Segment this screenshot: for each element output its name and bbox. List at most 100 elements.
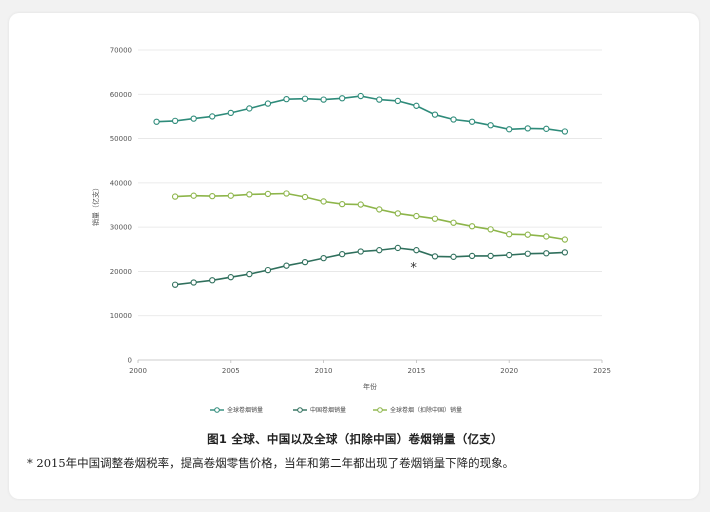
data-point (320, 254, 327, 262)
data-point (301, 95, 309, 102)
legend: 全球卷烟销量 中国卷烟销量 全球卷烟（扣除中国）销量 (210, 406, 462, 414)
data-point (487, 122, 494, 129)
data-point (190, 192, 197, 199)
y-tick-label: 0 (128, 357, 132, 365)
data-point (413, 102, 420, 109)
y-axis-label: 销量（亿支） (91, 184, 100, 226)
data-point (171, 117, 179, 125)
series-3 (171, 190, 569, 243)
data-point (543, 125, 550, 132)
data-point (431, 253, 439, 260)
data-point (227, 274, 234, 281)
data-point (357, 92, 364, 100)
data-point (376, 206, 383, 213)
footnote: * 2015年中国调整卷烟税率，提高卷烟零售价格，当年和第二年都出现了卷烟销量下… (27, 456, 515, 470)
data-point (524, 250, 531, 257)
data-point (153, 118, 160, 125)
data-point (450, 253, 457, 260)
data-point (506, 251, 513, 259)
data-point (320, 198, 327, 205)
series-line (175, 247, 565, 286)
data-point (283, 262, 290, 269)
y-tick-label: 40000 (110, 179, 132, 187)
data-point (524, 231, 531, 238)
data-point (301, 193, 309, 201)
legend-marker (377, 407, 383, 413)
data-point (468, 223, 476, 230)
series-2 (171, 244, 569, 288)
y-tick-label: 20000 (110, 268, 132, 276)
data-point (264, 100, 272, 107)
legend-entry: 全球卷烟（扣除中国）销量 (390, 406, 462, 414)
x-tick-label: 2025 (593, 367, 611, 375)
data-point (357, 201, 364, 208)
data-point (190, 279, 197, 286)
data-point (339, 251, 346, 258)
data-point (209, 192, 216, 200)
legend-entry: 全球卷烟销量 (227, 406, 263, 414)
data-point (376, 247, 383, 254)
data-point (171, 281, 179, 288)
data-point (264, 266, 272, 274)
data-point (487, 226, 494, 233)
data-point (394, 244, 401, 252)
y-tick-label: 60000 (110, 91, 132, 99)
data-point (561, 236, 569, 243)
data-point (561, 249, 569, 256)
y-tick-label: 70000 (110, 47, 132, 55)
y-tick-label: 30000 (110, 224, 132, 232)
legend-entry: 中国卷烟销量 (310, 406, 346, 414)
legend-marker (297, 407, 303, 413)
data-point (209, 277, 216, 284)
data-point (431, 215, 439, 222)
data-point (468, 118, 476, 125)
y-tick-label: 50000 (110, 135, 132, 143)
data-point (320, 96, 327, 103)
data-point (450, 116, 457, 123)
data-point (246, 270, 253, 278)
x-tick-label: 2015 (407, 367, 425, 375)
data-point (190, 115, 197, 122)
data-point (543, 233, 550, 240)
data-point (561, 128, 569, 135)
data-point (413, 212, 420, 220)
data-point (301, 258, 309, 266)
data-point (209, 113, 216, 120)
annotation-asterisk: * (410, 261, 417, 276)
series-line (175, 192, 566, 241)
data-point (394, 210, 401, 217)
data-point (487, 252, 494, 260)
grid-lines (138, 49, 602, 361)
data-point (524, 125, 531, 132)
chart-title: 图1 全球、中国以及全球（扣除中国）卷烟销量（亿支） (207, 432, 503, 446)
axes: 0 10000 20000 30000 40000 50000 60000 70000 2000… (110, 47, 611, 376)
data-point (357, 248, 364, 255)
y-tick-label: 10000 (110, 312, 132, 320)
data-point (506, 231, 513, 238)
series-1 (153, 92, 569, 135)
data-point (468, 252, 476, 260)
data-point (339, 95, 346, 102)
data-point (246, 105, 253, 112)
data-point (171, 193, 179, 200)
series-layer (153, 92, 569, 288)
data-point (450, 219, 457, 226)
data-point (376, 96, 383, 103)
data-point (227, 192, 234, 199)
x-tick-label: 2005 (222, 367, 240, 375)
legend-marker (214, 407, 220, 413)
data-point (283, 190, 290, 197)
data-point (413, 247, 420, 254)
data-point (506, 126, 513, 133)
x-axis-label: 年份 (363, 382, 377, 391)
data-point (283, 96, 290, 103)
data-point (339, 200, 346, 208)
data-point (227, 109, 234, 117)
data-point (264, 190, 272, 198)
data-point (246, 191, 253, 198)
x-tick-label: 2000 (129, 367, 147, 375)
data-point (543, 250, 550, 257)
x-tick-label: 2010 (315, 367, 333, 375)
series-line (156, 95, 566, 133)
